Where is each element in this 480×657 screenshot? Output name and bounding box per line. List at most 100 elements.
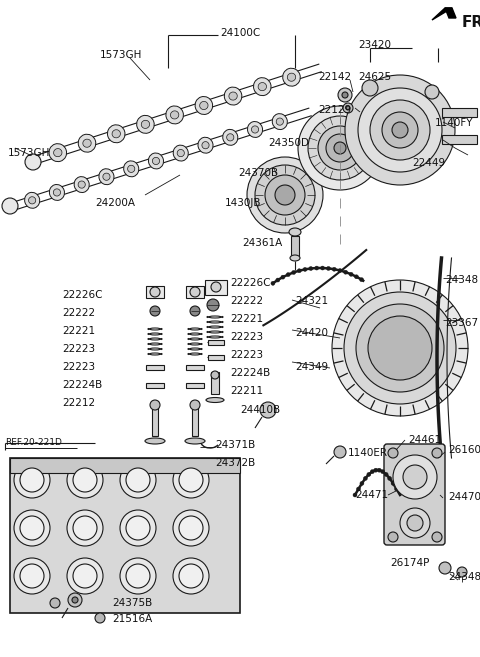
Circle shape bbox=[14, 462, 50, 498]
Circle shape bbox=[50, 598, 60, 608]
Text: 24321: 24321 bbox=[295, 296, 328, 306]
FancyBboxPatch shape bbox=[384, 444, 445, 545]
Ellipse shape bbox=[78, 134, 96, 152]
Ellipse shape bbox=[276, 118, 283, 125]
Circle shape bbox=[338, 269, 342, 273]
Circle shape bbox=[425, 85, 439, 99]
Circle shape bbox=[179, 564, 203, 588]
Circle shape bbox=[393, 455, 437, 499]
Text: 1140ER: 1140ER bbox=[348, 448, 388, 458]
Ellipse shape bbox=[124, 161, 139, 177]
Ellipse shape bbox=[103, 173, 110, 180]
Circle shape bbox=[303, 267, 307, 271]
Ellipse shape bbox=[78, 181, 85, 188]
Circle shape bbox=[392, 122, 408, 138]
Circle shape bbox=[334, 446, 346, 458]
Circle shape bbox=[20, 564, 44, 588]
Circle shape bbox=[332, 267, 336, 271]
Text: 24470: 24470 bbox=[448, 492, 480, 502]
Ellipse shape bbox=[198, 137, 213, 153]
Ellipse shape bbox=[289, 228, 301, 236]
Ellipse shape bbox=[248, 122, 263, 137]
Text: 22226C: 22226C bbox=[230, 278, 271, 288]
Circle shape bbox=[14, 510, 50, 546]
Ellipse shape bbox=[224, 87, 242, 105]
Circle shape bbox=[211, 282, 221, 292]
Circle shape bbox=[207, 299, 219, 311]
Circle shape bbox=[2, 198, 18, 214]
Ellipse shape bbox=[290, 255, 300, 261]
Bar bbox=[146, 383, 164, 388]
Circle shape bbox=[120, 462, 156, 498]
Circle shape bbox=[374, 468, 378, 472]
Circle shape bbox=[354, 275, 359, 279]
Circle shape bbox=[349, 272, 353, 277]
Circle shape bbox=[318, 126, 362, 170]
Circle shape bbox=[346, 106, 350, 110]
Ellipse shape bbox=[83, 139, 91, 147]
Bar bbox=[442, 108, 477, 117]
Ellipse shape bbox=[148, 153, 164, 169]
Ellipse shape bbox=[252, 126, 259, 133]
Circle shape bbox=[126, 564, 150, 588]
Circle shape bbox=[265, 175, 305, 215]
Circle shape bbox=[407, 515, 423, 531]
Text: 24200A: 24200A bbox=[95, 198, 135, 208]
Circle shape bbox=[25, 154, 41, 170]
Circle shape bbox=[368, 316, 432, 380]
Circle shape bbox=[211, 371, 219, 379]
Ellipse shape bbox=[195, 97, 213, 114]
Circle shape bbox=[150, 287, 160, 297]
Circle shape bbox=[247, 157, 323, 233]
Circle shape bbox=[126, 468, 150, 492]
Circle shape bbox=[260, 402, 276, 418]
Circle shape bbox=[150, 400, 160, 410]
Circle shape bbox=[173, 510, 209, 546]
Circle shape bbox=[345, 75, 455, 185]
Ellipse shape bbox=[253, 78, 271, 96]
Ellipse shape bbox=[272, 114, 288, 129]
Circle shape bbox=[120, 510, 156, 546]
Text: REF.20-221D: REF.20-221D bbox=[5, 438, 62, 447]
Ellipse shape bbox=[145, 438, 165, 444]
Circle shape bbox=[275, 185, 295, 205]
Text: 24349: 24349 bbox=[295, 362, 328, 372]
Text: 22129: 22129 bbox=[318, 105, 351, 115]
Ellipse shape bbox=[108, 125, 125, 143]
Text: 24361A: 24361A bbox=[242, 238, 282, 248]
Circle shape bbox=[73, 468, 97, 492]
Circle shape bbox=[281, 275, 285, 279]
Ellipse shape bbox=[152, 158, 159, 164]
Text: 26174P: 26174P bbox=[390, 558, 430, 568]
Circle shape bbox=[400, 508, 430, 538]
Text: 23420: 23420 bbox=[358, 40, 391, 50]
Text: 24348: 24348 bbox=[448, 572, 480, 582]
Ellipse shape bbox=[283, 68, 300, 86]
Text: 26160: 26160 bbox=[448, 445, 480, 455]
Text: 22212: 22212 bbox=[62, 398, 95, 408]
Text: 1430JB: 1430JB bbox=[225, 198, 262, 208]
Text: 22224B: 22224B bbox=[62, 380, 102, 390]
Circle shape bbox=[321, 266, 324, 270]
Ellipse shape bbox=[177, 150, 184, 156]
Ellipse shape bbox=[141, 120, 150, 128]
Text: 24350D: 24350D bbox=[268, 138, 309, 148]
Text: 22222: 22222 bbox=[62, 308, 95, 318]
Circle shape bbox=[126, 516, 150, 540]
Bar bbox=[186, 286, 204, 298]
Text: 1140FY: 1140FY bbox=[435, 118, 473, 128]
Text: 22224B: 22224B bbox=[230, 368, 270, 378]
Circle shape bbox=[150, 306, 160, 316]
Text: 21516A: 21516A bbox=[112, 614, 152, 624]
Text: 24371B: 24371B bbox=[215, 440, 255, 450]
Bar bbox=[442, 135, 477, 144]
Circle shape bbox=[67, 558, 103, 594]
Circle shape bbox=[67, 510, 103, 546]
Bar bbox=[186, 365, 204, 370]
Circle shape bbox=[381, 470, 384, 474]
Circle shape bbox=[179, 516, 203, 540]
Circle shape bbox=[344, 292, 456, 404]
Circle shape bbox=[388, 532, 398, 542]
Text: 24348: 24348 bbox=[445, 275, 478, 285]
Text: 1573GH: 1573GH bbox=[100, 50, 143, 60]
